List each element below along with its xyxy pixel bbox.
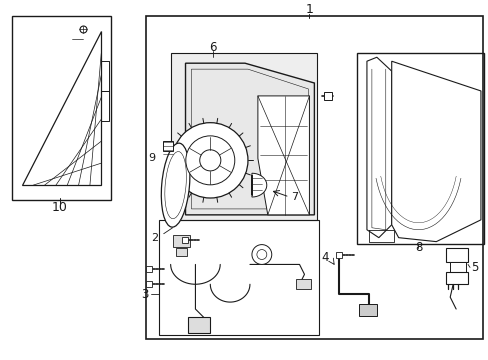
Bar [295,279,311,289]
Bar [358,304,376,316]
Text: 4: 4 [321,251,328,264]
Text: 7: 7 [291,192,298,202]
Polygon shape [366,57,391,238]
Polygon shape [257,96,309,215]
Bar [356,53,483,244]
Bar [188,317,210,333]
Polygon shape [185,63,314,215]
Text: 5: 5 [470,261,477,274]
Bar [446,273,467,284]
Bar [449,262,465,273]
Circle shape [256,249,266,260]
Text: 1: 1 [305,3,313,16]
Bar [170,53,317,220]
Circle shape [199,150,221,171]
Polygon shape [251,173,266,197]
Text: 10: 10 [52,202,67,215]
Bar [12,15,111,200]
Text: 8: 8 [414,241,421,254]
Text: 3: 3 [141,288,148,301]
Bar [145,15,482,339]
Circle shape [185,136,234,185]
Circle shape [251,244,271,265]
Bar [159,220,319,335]
Bar [446,248,467,262]
Text: 6: 6 [209,41,217,54]
Text: 2: 2 [151,233,158,243]
Bar [172,235,190,247]
Circle shape [172,123,247,198]
Text: 9: 9 [148,153,156,163]
Bar [175,248,187,256]
Polygon shape [391,61,480,242]
Polygon shape [22,31,101,185]
Ellipse shape [161,143,189,227]
